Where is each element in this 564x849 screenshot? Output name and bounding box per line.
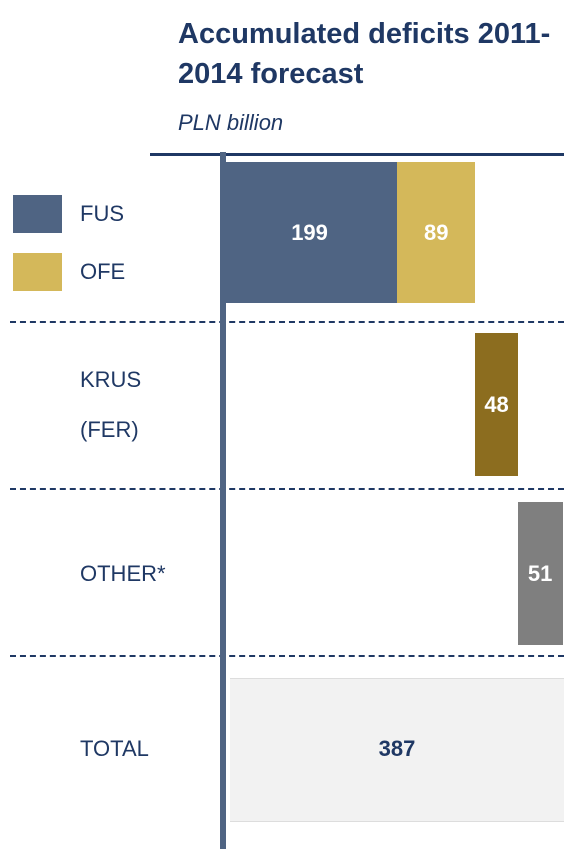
bar-label: 199 — [291, 219, 328, 245]
legend-swatch — [13, 253, 62, 291]
bar: 199 — [222, 162, 398, 303]
bar: 51 — [517, 502, 563, 645]
total-value: 387 — [378, 736, 416, 761]
divider — [10, 655, 564, 657]
top-rule — [150, 153, 564, 156]
bar: 89 — [397, 162, 476, 303]
row-label: KRUS (FER) — [80, 366, 142, 442]
legend-swatch — [13, 195, 62, 233]
bar-label: 51 — [527, 560, 553, 586]
chart-subtitle: PLN billion — [178, 110, 284, 135]
axis — [220, 152, 226, 849]
total-box — [230, 678, 564, 822]
bar-label: 89 — [424, 219, 449, 245]
divider — [10, 321, 564, 323]
legend-label: FUS — [80, 201, 124, 226]
legend-label: OFE — [80, 259, 126, 284]
chart-title: Accumulated deficits 2011-2014 forecast — [178, 18, 551, 90]
divider — [10, 488, 564, 490]
row-label: TOTAL — [80, 736, 149, 761]
bar-label: 48 — [484, 391, 509, 417]
bar: 48 — [475, 333, 518, 476]
row-label: OTHER* — [80, 560, 166, 586]
